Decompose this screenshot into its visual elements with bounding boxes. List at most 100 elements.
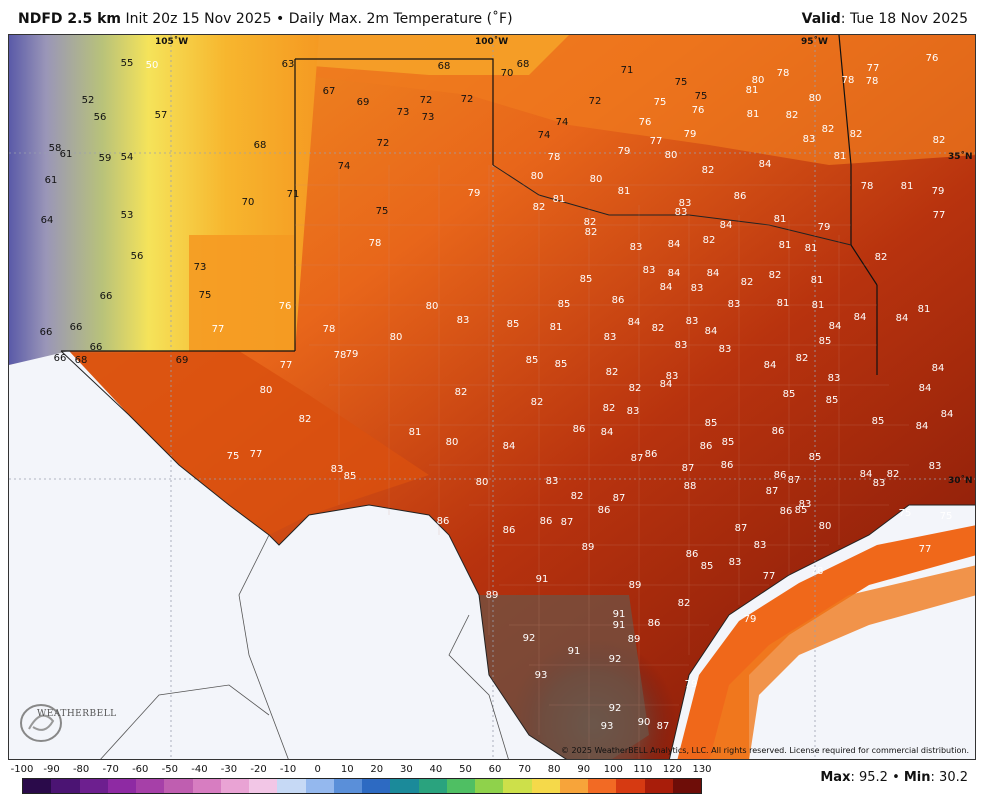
stats-separator: •	[887, 770, 904, 785]
temperature-value: 86	[573, 424, 586, 435]
temperature-value: 70	[242, 197, 255, 208]
temperature-value: 84	[896, 313, 909, 324]
temperature-value: 69	[176, 355, 189, 366]
valid-time: Valid: Tue 18 Nov 2025	[802, 11, 968, 27]
temperature-value: 72	[377, 138, 390, 149]
temperature-value: 85	[795, 505, 808, 516]
temperature-value: 84	[941, 409, 954, 420]
temperature-value: 82	[584, 217, 597, 228]
temperature-value: 87	[788, 475, 801, 486]
temperature-value: 53	[121, 210, 134, 221]
colorbar-segment	[305, 779, 334, 793]
temperature-value: 84	[668, 268, 681, 279]
temperature-value: 75	[940, 511, 953, 522]
colorbar-tick: 60	[488, 764, 502, 775]
temperature-value: 86	[645, 449, 658, 460]
copyright-notice: © 2025 WeatherBELL Analytics, LLC. All r…	[561, 746, 969, 755]
temperature-value: 86	[774, 470, 787, 481]
temperature-value: 58	[49, 143, 62, 154]
temperature-value: 83	[929, 461, 942, 472]
colorbar-segment	[644, 779, 673, 793]
colorbar	[22, 778, 702, 794]
temperature-value: 85	[558, 299, 571, 310]
temperature-value: 76	[279, 301, 292, 312]
temperature-value: 87	[631, 453, 644, 464]
temperature-value: 84	[660, 282, 673, 293]
temperature-value: 72	[461, 94, 474, 105]
colorbar-segment	[249, 779, 278, 793]
temperature-value: 80	[809, 93, 822, 104]
temperature-value: 88	[684, 481, 697, 492]
colorbar-segment	[51, 779, 80, 793]
colorbar-tick: 30	[399, 764, 413, 775]
temperature-value: 85	[826, 395, 839, 406]
temperature-value: 83	[691, 283, 704, 294]
temperature-value: 83	[666, 371, 679, 382]
temperature-value: 76	[926, 53, 939, 64]
temperature-value: 83	[675, 207, 688, 218]
temperature-value: 81	[779, 240, 792, 251]
colorbar-segment	[616, 779, 645, 793]
temperature-value: 82	[585, 227, 598, 238]
temperature-value: 64	[41, 215, 54, 226]
temperature-value: 68	[254, 140, 267, 151]
max-label: Max	[820, 770, 851, 785]
temperature-value: 80	[390, 332, 403, 343]
temperature-value: 93	[535, 670, 548, 681]
temperature-value: 83	[457, 315, 470, 326]
max-min-stats: Max: 95.2 • Min: 30.2	[820, 770, 968, 785]
temperature-value: 83	[546, 476, 559, 487]
temperature-value: 66	[40, 327, 53, 338]
logo-swirl-icon	[20, 704, 62, 742]
temperature-value: 92	[523, 633, 536, 644]
temperature-value: 84	[860, 469, 873, 480]
temperature-value: 80	[260, 385, 273, 396]
temperature-value: 85	[555, 359, 568, 370]
temperature-value: 86	[648, 618, 661, 629]
model-name: NDFD 2.5 km	[18, 11, 121, 27]
colorbar-tick: 70	[518, 764, 531, 775]
temperature-value: 86	[780, 506, 793, 517]
temperature-value: 82	[299, 414, 312, 425]
temperature-value: 82	[822, 124, 835, 135]
temperature-value: 73	[397, 107, 410, 118]
colorbar-segment	[362, 779, 391, 793]
temperature-value: 81	[618, 186, 631, 197]
temperature-value: 82	[786, 110, 799, 121]
temperature-value: 76	[692, 105, 705, 116]
temperature-value: 82	[571, 491, 584, 502]
temperature-value: 66	[70, 322, 83, 333]
temperature-value: 87	[735, 523, 748, 534]
temperature-value: 69	[357, 97, 370, 108]
temperature-value: 79	[932, 186, 945, 197]
colorbar-tick: 50	[459, 764, 472, 775]
colorbar-tick: 110	[633, 764, 653, 775]
temperature-value: 87	[613, 493, 626, 504]
temperature-value: 82	[531, 397, 544, 408]
temperature-value: 80	[752, 75, 765, 86]
init-time: Init 20z 15 Nov 2025	[125, 11, 272, 27]
temperature-value: 83	[828, 373, 841, 384]
temperature-value: 50	[146, 60, 159, 71]
temperature-value: 85	[783, 389, 796, 400]
header: NDFD 2.5 km Init 20z 15 Nov 2025 • Daily…	[0, 0, 984, 34]
temperature-value: 61	[60, 149, 73, 160]
temperature-value: 85	[809, 452, 822, 463]
temperature-value: 89	[629, 580, 642, 591]
temperature-value: 83	[604, 332, 617, 343]
colorbar-tick: -20	[250, 764, 267, 775]
temperature-value: 78	[548, 152, 561, 163]
temperature-value: 75	[654, 97, 667, 108]
temperature-value: 77	[650, 136, 663, 147]
colorbar-tick: -10	[279, 764, 297, 775]
colorbar-tick: 10	[340, 764, 354, 775]
temperature-value: 86	[734, 191, 747, 202]
temperature-value: 63	[282, 59, 295, 70]
temperature-value: 78	[334, 350, 347, 361]
temperature-value: 78	[369, 238, 382, 249]
temperature-value: 82	[850, 129, 863, 140]
colorbar-segment	[333, 779, 362, 793]
temperature-value: 85	[705, 418, 718, 429]
temperature-value: 84	[705, 326, 718, 337]
map-frame: 105˚W 100˚W 95˚W 35˚N 30˚N 55 50 63 68 70 68 7…	[8, 34, 976, 760]
